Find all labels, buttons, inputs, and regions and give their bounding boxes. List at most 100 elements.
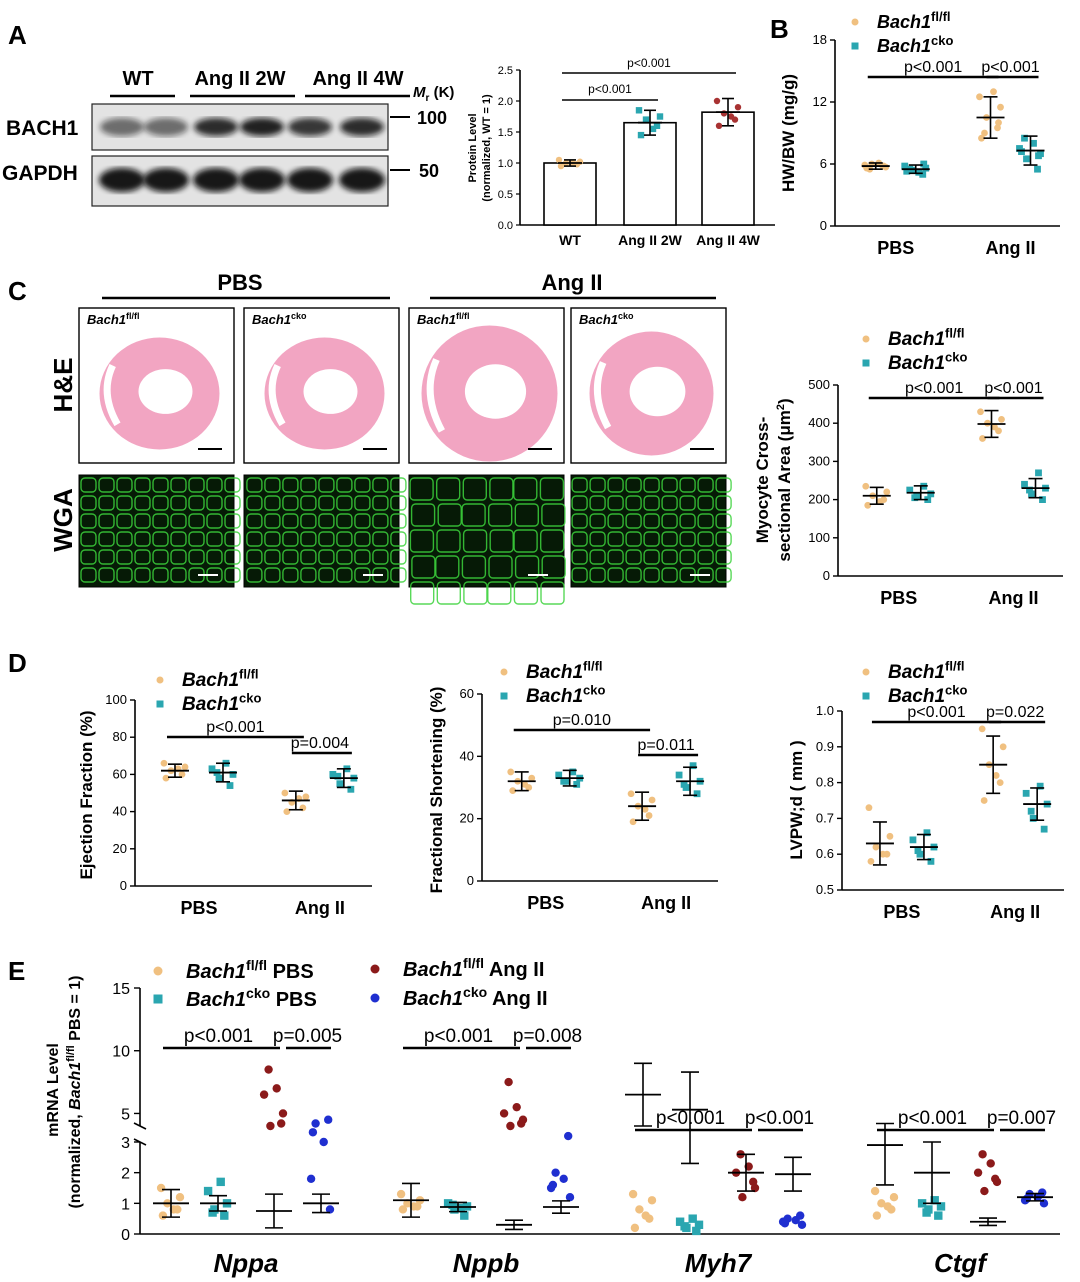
gene-label: Ctgf (934, 1248, 988, 1278)
y-axis-label-2: (normalized, Bach1fl/fl PBS = 1) (65, 975, 84, 1208)
band-bach1 (240, 118, 284, 136)
cell-membrane (246, 567, 263, 583)
cell-membrane (411, 555, 436, 579)
band-gapdh (239, 168, 285, 192)
x-tick-label: Ang II (641, 893, 691, 913)
ventricle-lumen (629, 366, 686, 417)
data-point (922, 1208, 931, 1217)
cell-membrane (318, 567, 335, 583)
data-point (1021, 480, 1028, 488)
blot-row-gapdh: GAPDH (2, 162, 78, 185)
panel-c: C PBS Ang II H&E WGA Bach1fl/fl Bach1cko B… (8, 270, 1063, 608)
cell-membrane (246, 477, 263, 493)
data-point (559, 1174, 568, 1184)
data-point (329, 771, 337, 778)
y-tick-label: 2.5 (498, 65, 513, 77)
data-point (934, 1211, 943, 1220)
data-point (713, 97, 721, 105)
cell-membrane (372, 477, 389, 493)
data-point (347, 785, 355, 793)
cell-membrane (224, 495, 241, 511)
legend-label: Bach1cko (888, 682, 967, 707)
legend-marker (862, 668, 870, 676)
cell-membrane (188, 513, 205, 529)
cell-membrane (264, 495, 281, 511)
x-tick-label: PBS (877, 238, 914, 258)
data-point (398, 1205, 408, 1214)
cell-membrane (437, 503, 462, 527)
legend-marker (500, 692, 508, 700)
data-point (266, 1121, 275, 1131)
marker-50: 50 (419, 161, 439, 181)
cell-membrane (300, 549, 317, 565)
cell-membrane (571, 531, 588, 547)
cell-membrane (679, 531, 696, 547)
legend-label: Bach1cko Ang II (403, 984, 548, 1010)
data-point (1022, 789, 1030, 797)
cell-membrane (98, 477, 115, 493)
y-tick-label: 15 (112, 981, 130, 998)
cell-membrane (715, 531, 732, 547)
cell-membrane (354, 477, 371, 493)
data-point (521, 780, 529, 788)
data-point (564, 1131, 573, 1141)
cell-membrane (224, 567, 241, 583)
data-point (220, 1211, 229, 1220)
y-axis-label: Myocyte Cross- (753, 417, 772, 544)
x-tick-label: Ang II 4W (696, 232, 761, 248)
data-point (1035, 152, 1042, 160)
cell-membrane (461, 555, 487, 579)
cell-membrane (643, 513, 660, 529)
data-point (986, 1159, 995, 1168)
cell-membrane (134, 567, 151, 583)
cell-membrane (514, 555, 540, 579)
legend-marker (851, 42, 859, 50)
cell-membrane (462, 477, 487, 501)
data-point (997, 103, 1004, 111)
cell-membrane (571, 495, 588, 511)
cell-membrane (336, 513, 353, 529)
y-tick-label: 10 (112, 1044, 130, 1061)
cell-membrane (539, 477, 565, 501)
cell-membrane (336, 477, 353, 493)
cell-membrane (488, 555, 513, 579)
data-point (278, 1109, 288, 1118)
data-point (203, 1186, 213, 1196)
y-tick-label: 6 (820, 156, 827, 171)
cell-membrane (410, 581, 435, 605)
data-point (911, 494, 919, 502)
cell-membrane (661, 513, 678, 529)
data-point (797, 1220, 807, 1230)
data-point (995, 119, 1002, 127)
cell-membrane (435, 555, 460, 579)
data-point (715, 122, 723, 129)
cell-membrane (246, 513, 263, 529)
data-point (506, 1121, 515, 1131)
data-point (930, 1196, 939, 1205)
data-point (648, 796, 656, 804)
data-point (156, 1183, 166, 1193)
cell-membrane (571, 567, 588, 583)
data-point (992, 772, 1000, 779)
p-value-1: p<0.001 (907, 704, 965, 721)
cell-membrane (488, 503, 513, 527)
cell-membrane (152, 477, 169, 493)
data-point (551, 1168, 560, 1177)
cell-membrane (116, 531, 133, 547)
data-point (864, 501, 872, 509)
rv-cavity (103, 364, 121, 427)
cell-membrane (715, 513, 732, 529)
data-point (862, 482, 870, 490)
cell-membrane (134, 549, 151, 565)
data-point (734, 104, 742, 111)
panel-a: A WT Ang II 2W Ang II 4W BACH1 GAPDH Mr … (2, 20, 775, 248)
blot-row-bach1: BACH1 (6, 117, 79, 140)
y-tick-label: 20 (113, 841, 127, 856)
data-point (569, 768, 577, 776)
legend-marker (851, 18, 859, 26)
data-point (635, 107, 643, 114)
cell-membrane (436, 477, 461, 501)
cell-membrane (188, 531, 205, 547)
mr-label: Mr (K) (413, 84, 454, 104)
cell-membrane (697, 513, 714, 529)
